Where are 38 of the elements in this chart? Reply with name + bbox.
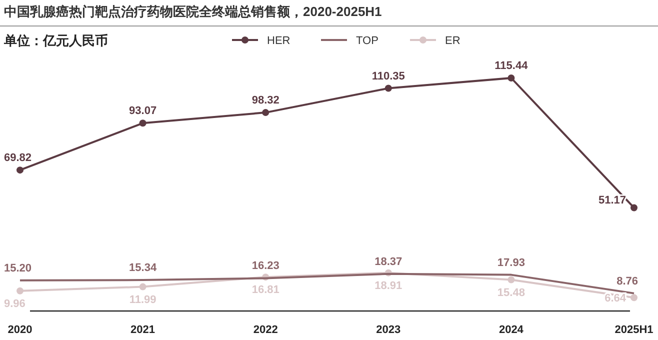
legend-label: TOP [356,35,378,47]
point [16,287,24,294]
x-tick-label: 2021 [130,324,156,336]
point [16,166,24,174]
point [630,204,638,212]
x-tick-label: 2022 [253,324,278,336]
point [508,276,515,284]
data-label: 69.82 [4,152,32,164]
legend-label: HER [267,35,290,47]
x-tick-label: 2024 [498,324,524,336]
point [139,283,146,290]
data-label: 15.48 [497,286,525,299]
point [262,109,270,116]
data-label: 18.91 [374,280,402,292]
x-tick-label: 2025H1 [614,324,654,336]
x-tick-label: 2023 [376,324,401,336]
point [384,84,392,92]
data-label: 15.20 [4,262,32,274]
point [630,294,638,302]
chart-title: 中国乳腺癌热门靶点治疗药物医院全终端总销售额，2020-2025H1 [4,4,382,19]
data-label: 16.81 [252,284,280,296]
chart-subtitle: 单位：亿元人民币 [3,33,108,48]
data-label: 93.07 [129,105,157,118]
data-label: 51.17 [598,194,626,207]
data-label: 110.35 [372,70,405,82]
point [139,120,146,127]
data-label: 11.99 [129,294,156,306]
data-label: 115.44 [494,60,529,72]
data-label: 17.93 [497,256,525,269]
data-label: 9.96 [4,298,26,310]
legend-label: ER [445,35,460,47]
data-label: 15.34 [129,262,158,274]
data-label: 98.32 [252,94,280,107]
x-tick-label: 2020 [8,324,32,336]
data-label: 8.76 [616,275,638,288]
data-label: 18.37 [374,256,402,268]
data-label: 16.23 [252,260,280,272]
point [508,74,515,82]
